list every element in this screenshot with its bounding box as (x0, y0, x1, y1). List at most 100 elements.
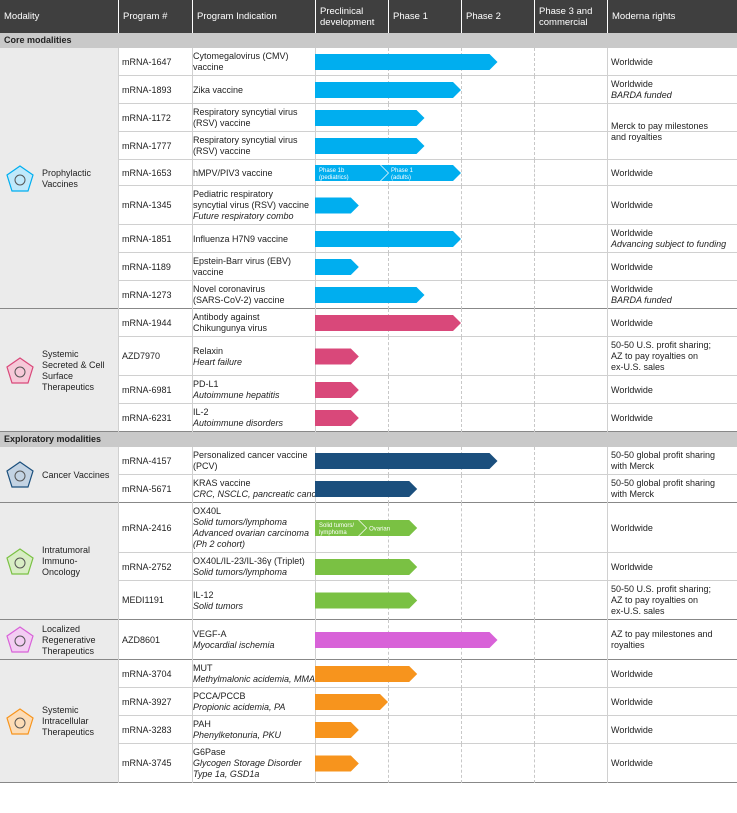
indication: (PCV) (193, 461, 218, 471)
rights: Worldwide (611, 317, 653, 328)
phase-line (534, 132, 535, 160)
progress-arrow (315, 410, 359, 426)
phase-track (315, 54, 498, 70)
indication: Personalized cancer vaccine (193, 450, 308, 460)
icon-shape (6, 707, 34, 735)
header-cell: Phase 2 (461, 0, 534, 33)
indication: OX40L/IL-23/IL-36γ (Triplet) (193, 556, 305, 566)
col-line (118, 688, 119, 716)
phase-line (534, 475, 535, 503)
row-line (118, 185, 737, 186)
progress-arrow (315, 694, 388, 710)
indication-note: Type 1a, GSD1a (193, 769, 260, 779)
program: AZD8601 (122, 634, 161, 645)
phase-line (388, 688, 389, 716)
section-title: Core modalities (4, 35, 72, 45)
progress-arrow (315, 315, 461, 331)
phase-line (534, 225, 535, 253)
indication: Respiratory syncytial virus (193, 135, 298, 145)
col-line (607, 660, 608, 688)
program: mRNA-1345 (122, 200, 172, 210)
col-line (607, 620, 608, 660)
col-line (192, 225, 193, 253)
phase-track (315, 722, 359, 738)
indication: vaccine (193, 62, 224, 72)
phase-track (315, 110, 425, 126)
indication-note: Phenylketonuria, PKU (193, 730, 282, 740)
row-line (118, 336, 737, 337)
phase-line (461, 475, 462, 503)
row-line (118, 619, 737, 620)
phase-line (388, 376, 389, 404)
stage-label: (adults) (391, 175, 411, 181)
rights-note: Advancing subject to funding (611, 239, 727, 249)
indication: Respiratory syncytial virus (193, 107, 298, 117)
phase-line (461, 253, 462, 281)
indication: Influenza H7N9 vaccine (193, 233, 289, 244)
phase-track (315, 197, 359, 214)
phase-track (315, 287, 425, 303)
icon-core (14, 470, 26, 482)
progress-arrow (315, 287, 425, 303)
col-line (118, 553, 119, 581)
section-bar (0, 432, 737, 447)
phase-line (461, 76, 462, 104)
progress-arrow (315, 755, 359, 772)
col-line (607, 744, 608, 783)
col-line (118, 620, 119, 660)
phase-track (315, 559, 418, 575)
program: mRNA-6981 (122, 384, 172, 395)
rights: 50-50 U.S. profit sharing; (611, 584, 712, 594)
phase-track (315, 453, 498, 469)
icon-shape (6, 547, 34, 575)
phase-line (388, 160, 389, 186)
col-line (192, 376, 193, 404)
indication: Epstein-Barr virus (EBV) (193, 256, 292, 266)
progress-arrow (315, 632, 498, 648)
icon-core (14, 366, 26, 377)
row-line (118, 431, 737, 432)
stage-label: (pediatrics) (319, 175, 349, 181)
phase-line (461, 186, 462, 225)
icon-shape (6, 164, 34, 192)
program: mRNA-1647 (122, 56, 172, 67)
indication-note: Methylmalonic acidemia, MMA (193, 674, 316, 684)
program: mRNA-6231 (122, 412, 172, 423)
modality-name: Cancer Vaccines (42, 469, 110, 480)
row-line (118, 159, 737, 160)
program: MEDI1191 (122, 595, 164, 605)
indication: Chikungunya virus (193, 323, 268, 333)
phase-line (534, 376, 535, 404)
rights: Worldwide (611, 412, 653, 423)
header-cell: Preclinical development (315, 0, 388, 33)
indication: PD-L1 (193, 379, 219, 389)
rights: Worldwide (611, 758, 653, 768)
header-cell: Phase 1 (388, 0, 461, 33)
indication: VEGF-A (193, 629, 227, 639)
indication: IL-2 (193, 407, 209, 417)
col-line (118, 160, 119, 186)
col-line (118, 581, 119, 620)
row-line (118, 502, 737, 503)
col-line (192, 503, 193, 553)
col-line (192, 104, 193, 132)
phase-line (388, 253, 389, 281)
indication: PAH (193, 719, 211, 729)
rights: Worldwide (611, 261, 653, 272)
phase-track (315, 231, 461, 247)
program: mRNA-5671 (122, 483, 172, 494)
stage-label: Phase 1 (391, 168, 414, 174)
rights: Worldwide (611, 228, 653, 238)
rights-note: BARDA funded (611, 90, 672, 100)
stage-arrow (315, 165, 388, 181)
icon-core (14, 717, 26, 728)
progress-arrow (315, 481, 418, 497)
row-line (118, 715, 737, 716)
col-line (607, 225, 608, 253)
col-line (192, 76, 193, 104)
phase-line (461, 225, 462, 253)
rights: Worldwide (611, 384, 653, 395)
indication-note: Autoimmune disorders (193, 418, 284, 428)
col-line (192, 620, 193, 660)
modality-name: Surface (42, 370, 74, 381)
